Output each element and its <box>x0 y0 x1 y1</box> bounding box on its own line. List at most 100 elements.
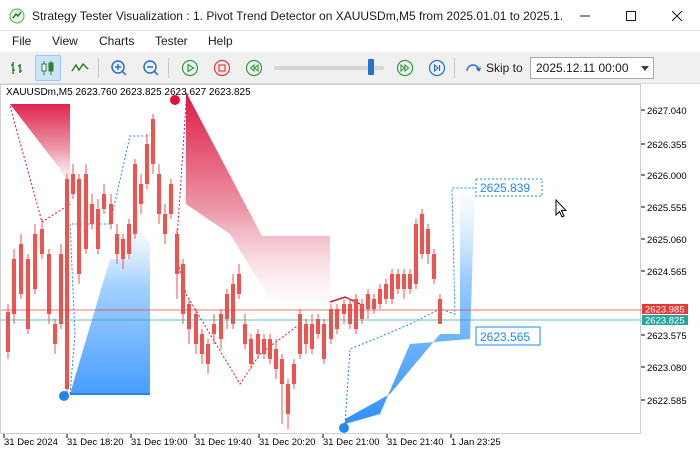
price-axis-label: 2623.080 <box>647 363 687 374</box>
price-axis-label: 2627.040 <box>647 106 687 117</box>
candle-body <box>65 179 69 389</box>
play-icon <box>181 59 199 77</box>
line-chart-icon <box>71 62 89 72</box>
toolbar-separator <box>168 58 169 78</box>
candle-body <box>372 299 376 309</box>
upper-level-label-box <box>475 178 543 197</box>
ask-price-label: 2623.825 <box>645 316 685 327</box>
price-axis-label: 2625.060 <box>647 235 687 246</box>
skip-date-field[interactable]: 2025.12.11 00:00 <box>530 57 654 79</box>
candle-body <box>225 294 229 319</box>
candle-body <box>212 324 216 334</box>
candlestick-icon <box>41 61 54 75</box>
candle-body <box>33 234 37 289</box>
candle-body <box>139 184 143 204</box>
skip-to-button[interactable] <box>460 55 486 81</box>
candle-body <box>274 349 278 369</box>
candle-body <box>414 224 418 284</box>
step-button[interactable] <box>424 55 450 81</box>
speed-slider-track[interactable] <box>274 66 384 70</box>
candle-body <box>6 312 10 352</box>
candle-body <box>151 119 155 164</box>
candle-body <box>249 339 253 364</box>
candle-body <box>280 359 284 384</box>
zoom-out-button[interactable] <box>138 55 164 81</box>
candle-body <box>187 304 191 329</box>
candle-body <box>145 144 149 184</box>
candle-body <box>169 184 173 214</box>
candle-body <box>59 254 63 324</box>
lower-band-dashed-line <box>344 187 476 425</box>
menu-view[interactable]: View <box>52 34 78 48</box>
symbol-info: XAUUSDm,M5 2623.760 2623.825 2623.627 26… <box>6 87 251 98</box>
speed-slider-thumb[interactable] <box>368 59 374 75</box>
candle-body <box>420 214 424 254</box>
price-chart[interactable]: 2625.839 2623.565 2627.040 2626.355 2626.000… <box>0 84 700 454</box>
price-axis-label: 2626.000 <box>647 171 687 182</box>
maximize-icon <box>626 10 636 21</box>
candle-body <box>348 304 352 324</box>
menu-help[interactable]: Help <box>208 34 233 48</box>
bid-price-tag <box>642 304 688 314</box>
close-button[interactable] <box>654 0 700 31</box>
candle-body <box>262 339 266 354</box>
menu-tester[interactable]: Tester <box>155 34 188 48</box>
candlestick-chart-button[interactable] <box>35 55 61 81</box>
candle-body <box>329 309 333 339</box>
stop-button[interactable] <box>209 55 235 81</box>
candle-body <box>53 324 57 344</box>
minimize-button[interactable] <box>562 0 608 31</box>
candle-body <box>342 304 346 314</box>
close-icon <box>672 10 682 21</box>
candle-body <box>175 234 179 274</box>
candle-body <box>237 274 241 294</box>
speed-up-button[interactable] <box>392 55 418 81</box>
candle-body <box>219 314 223 339</box>
window-title: Strategy Tester Visualization : 1. Pivot… <box>32 9 564 23</box>
candle-body <box>77 179 81 274</box>
candle-body <box>432 254 436 279</box>
time-axis-label: 31 Dec 19:00 <box>131 437 188 448</box>
pivot-high-marker <box>170 95 180 105</box>
candle-body <box>96 209 100 249</box>
price-axis-label: 2623.575 <box>647 331 687 342</box>
skip-date-value: 2025.12.11 00:00 <box>536 61 629 75</box>
play-button[interactable] <box>177 55 203 81</box>
candle-body <box>127 224 131 254</box>
candle-body <box>90 204 94 224</box>
time-axis-label: 31 Dec 20:20 <box>259 437 316 448</box>
slow-down-button[interactable] <box>241 55 267 81</box>
candle-body <box>322 324 326 359</box>
time-axis-label: 31 Dec 2024 <box>4 437 58 448</box>
candle-body <box>71 174 75 194</box>
menu-charts[interactable]: Charts <box>99 34 135 48</box>
mouse-cursor-icon <box>555 198 568 218</box>
candle-body <box>298 314 302 354</box>
lower-band-area <box>345 184 475 424</box>
candle-body <box>121 239 125 259</box>
maximize-button[interactable] <box>608 0 654 31</box>
dropdown-arrow-icon[interactable] <box>637 58 653 78</box>
candle-body <box>243 324 247 344</box>
step-forward-icon <box>428 59 446 77</box>
zoom-in-button[interactable] <box>106 55 132 81</box>
bar-chart-icon <box>11 62 22 74</box>
menu-file[interactable]: File <box>12 34 32 48</box>
candle-body <box>231 284 235 324</box>
line-chart-button[interactable] <box>67 55 93 81</box>
candle-body <box>40 229 44 254</box>
candle-body <box>292 364 296 384</box>
candle-body <box>84 174 88 249</box>
candle-body <box>354 299 358 329</box>
candle-body <box>304 324 308 344</box>
candle-body <box>109 204 113 224</box>
candle-body <box>133 164 137 234</box>
bar-chart-button[interactable] <box>5 55 31 81</box>
candle-body <box>26 259 30 329</box>
time-axis-label: 31 Dec 19:40 <box>195 437 252 448</box>
candle-body <box>102 194 106 209</box>
upper-band-area <box>186 92 330 309</box>
price-axis-label: 2622.585 <box>647 396 687 407</box>
price-axis-label: 2625.555 <box>647 203 687 214</box>
time-axis-label: 31 Dec 21:40 <box>387 437 444 448</box>
